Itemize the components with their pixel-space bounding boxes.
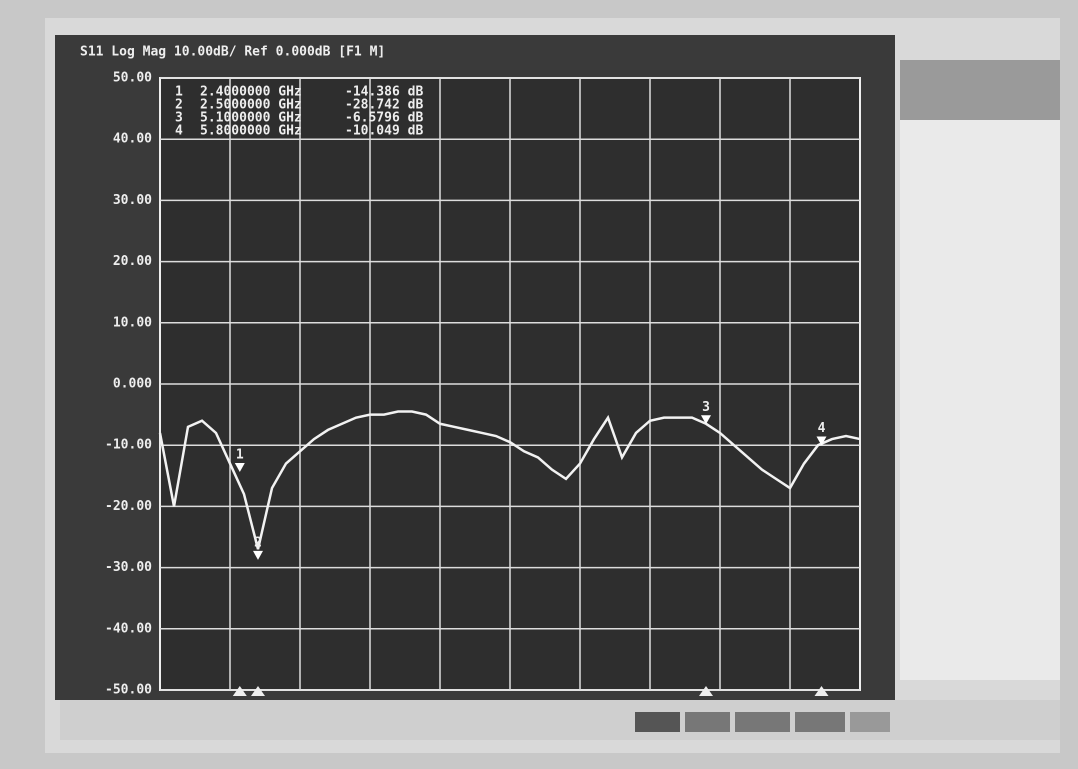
screenshot: S11 Log Mag 10.00dB/ Ref 0.000dB [F1 M] … (0, 0, 1078, 769)
y-tick-label: 20.00 (113, 254, 152, 269)
softkey-button[interactable] (900, 60, 1060, 120)
y-tick-label: 40.00 (113, 132, 152, 147)
y-tick-label: -10.00 (105, 438, 152, 453)
y-tick-label: 0.000 (113, 377, 152, 392)
y-tick-label: 10.00 (113, 315, 152, 330)
marker-flag: 1 (236, 448, 244, 463)
marker-value: -10.049 dB (345, 124, 423, 139)
status-button[interactable] (685, 712, 730, 732)
status-button[interactable] (795, 712, 845, 732)
y-tick-label: -50.00 (105, 683, 152, 698)
marker-name: 4 (175, 124, 183, 139)
marker-flag: 2 (254, 535, 262, 550)
y-tick-label: -30.00 (105, 560, 152, 575)
marker-flag: 3 (702, 400, 710, 415)
status-bar (60, 700, 1060, 740)
y-tick-label: -20.00 (105, 499, 152, 514)
chart: 50.00 40.00 30.00 20.00 10.00 0.000 -10.00 -20.… (105, 71, 860, 698)
marker-freq: 5.8000000 GHz (200, 124, 302, 139)
status-button[interactable] (735, 712, 790, 732)
status-button[interactable] (850, 712, 890, 732)
status-button[interactable] (635, 712, 680, 732)
y-tick-label: 30.00 (113, 193, 152, 208)
softkey-panel (900, 120, 1060, 680)
marker-flag: 4 (818, 421, 826, 436)
y-tick-label: -40.00 (105, 621, 152, 636)
chart-title: S11 Log Mag 10.00dB/ Ref 0.000dB [F1 M] (80, 45, 385, 60)
y-tick-label: 50.00 (113, 71, 152, 86)
